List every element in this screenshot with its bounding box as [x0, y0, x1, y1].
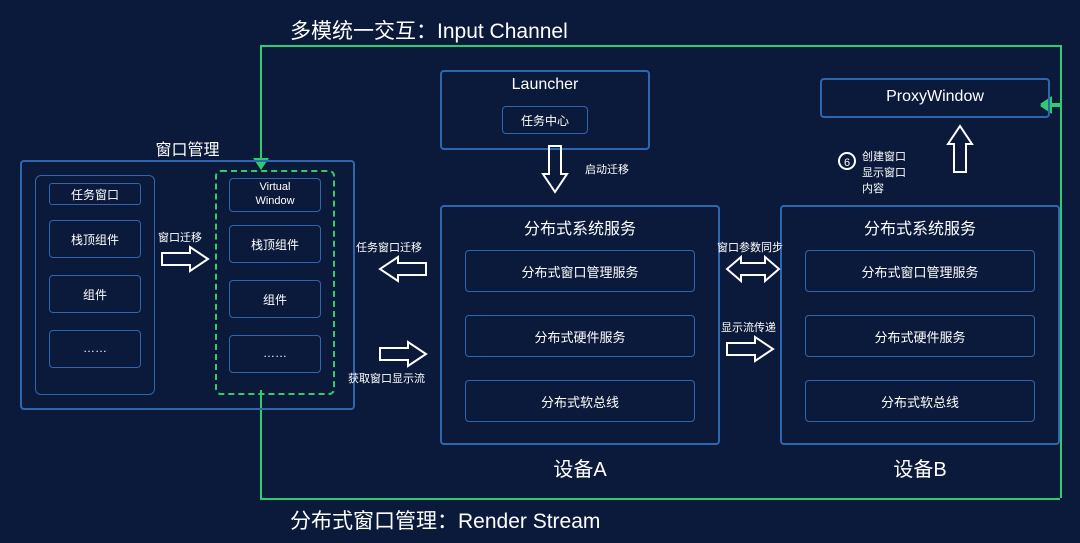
title-top: 多模统一交互：Input Channel — [290, 15, 568, 45]
title-bottom: 分布式窗口管理：Render Stream — [290, 505, 600, 535]
arrow-proxy-up — [946, 124, 974, 174]
proxy-step-text: 内容 — [862, 180, 884, 196]
arrow-get-display-stream — [378, 340, 428, 368]
device_b-device-label: 设备B — [780, 453, 1060, 482]
frame-bottom-line — [260, 498, 1060, 500]
proxy-step-icon: 6 — [838, 152, 856, 170]
launcher-header: Launcher — [440, 76, 650, 94]
device_a-header: 分布式系统服务 — [440, 215, 720, 239]
arrow-window-migrate — [160, 245, 210, 273]
proxy-window-label: ProxyWindow — [820, 88, 1050, 106]
arrow-display-stream-pass — [725, 335, 775, 363]
arrow-window-param-sync — [725, 255, 781, 283]
window-management-header: 窗口管理 — [20, 136, 355, 160]
frame-top-line — [260, 45, 1060, 47]
arrow-task-window-migrate — [378, 255, 428, 283]
device_a-device-label: 设备A — [440, 453, 720, 482]
proxy-step-text: 创建窗口 — [862, 148, 906, 164]
proxy-step-text: 显示窗口 — [862, 164, 906, 180]
device_b-header: 分布式系统服务 — [780, 215, 1060, 239]
arrow-launch-migrate — [541, 144, 569, 194]
